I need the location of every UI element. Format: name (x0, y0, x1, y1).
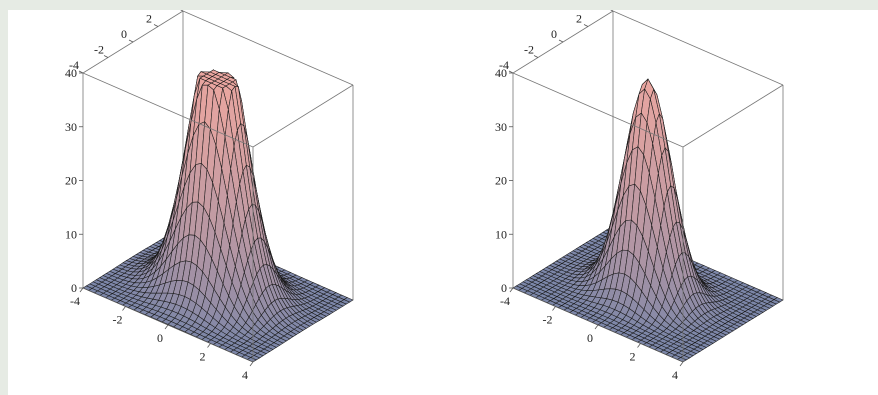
z-tick-label: 20 (495, 174, 507, 188)
x-tick-label: -2 (543, 313, 553, 327)
x-tick-label: -4 (70, 294, 80, 308)
x-tick-mark (79, 287, 84, 293)
y-tick-label: -2 (524, 43, 534, 57)
y-tick-label: 2 (146, 12, 152, 26)
y-tick-mark (610, 10, 614, 12)
y-tick-label: -4 (69, 58, 79, 72)
x-tick-label: 4 (672, 368, 678, 382)
y-tick-label: 0 (551, 27, 557, 41)
y-tick-label: -2 (94, 43, 104, 57)
box-edge-back (82, 10, 184, 74)
z-tick-label: 40 (65, 66, 77, 80)
y-tick-label: 2 (576, 12, 582, 26)
x-tick-label: -2 (113, 313, 123, 327)
x-tick-label: 0 (157, 331, 163, 345)
z-tick-label: 0 (71, 281, 77, 295)
box-edge-back (182, 10, 354, 86)
z-tick-label: 0 (501, 281, 507, 295)
x-tick-mark (594, 324, 599, 330)
box-edge-back (512, 10, 614, 74)
x-tick-mark (509, 287, 514, 293)
surface-mesh (512, 78, 784, 363)
box-edge-back (612, 10, 784, 86)
z-tick-label: 30 (65, 120, 77, 134)
z-tick-label: 40 (495, 66, 507, 80)
z-tick-label: 30 (495, 120, 507, 134)
y-tick-mark (103, 55, 109, 58)
z-tick-label: 10 (65, 227, 77, 241)
y-tick-mark (128, 39, 134, 43)
box-edge-front (512, 72, 684, 148)
surface-mesh (82, 68, 354, 363)
x-tick-label: 4 (242, 368, 248, 382)
x-tick-mark (164, 324, 169, 330)
box-edge-front (82, 72, 254, 148)
x-tick-mark (679, 361, 684, 367)
x-tick-mark (122, 306, 126, 311)
x-tick-mark (249, 361, 254, 367)
x-tick-label: -4 (500, 294, 510, 308)
x-tick-mark (552, 306, 556, 311)
z-tick-label: 20 (65, 174, 77, 188)
y-tick-mark (180, 10, 184, 12)
z-tick-label: 10 (495, 227, 507, 241)
y-tick-mark (153, 24, 159, 27)
x-tick-label: 0 (587, 331, 593, 345)
y-tick-mark (583, 24, 589, 27)
y-tick-mark (533, 55, 539, 58)
x-tick-label: 2 (630, 350, 636, 364)
x-tick-mark (207, 343, 211, 348)
y-tick-mark (558, 39, 564, 43)
x-tick-label: 2 (200, 350, 206, 364)
box-edge-front (252, 84, 354, 148)
x-tick-mark (637, 343, 641, 348)
y-tick-label: -4 (499, 58, 509, 72)
box-edge-front (682, 84, 784, 148)
y-tick-label: 0 (121, 27, 127, 41)
